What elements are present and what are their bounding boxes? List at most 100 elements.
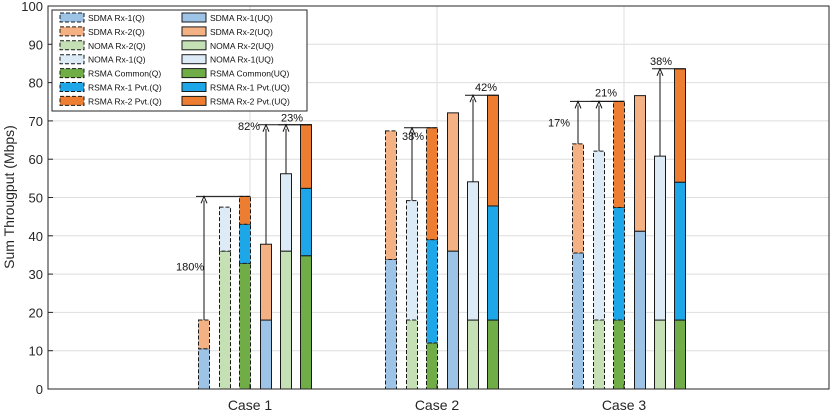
bar-segment-1-4-sdma_rx2 — [260, 243, 272, 321]
bar-segment-3-3-rsma_rx2 — [613, 100, 625, 208]
legend-swatch-6 — [59, 82, 85, 92]
annotation-1: 180% — [176, 195, 251, 321]
bar-segment-1-6-rsma_common — [300, 255, 312, 390]
bar-3-4 — [634, 95, 646, 390]
annotation-4: 38% — [402, 126, 438, 201]
y-tick-label-0: 0 — [36, 382, 43, 397]
bar-segment-3-1-sdma_rx1 — [572, 252, 584, 390]
bars — [198, 68, 686, 390]
bar-3-2 — [593, 150, 605, 390]
bar-segment-2-1-sdma_rx2 — [385, 130, 397, 261]
annotation-3: 23% — [278, 113, 312, 174]
legend-swatch-14 — [181, 95, 207, 106]
annotation-8: 38% — [650, 56, 686, 157]
bar-segment-1-6-rsma_rx2 — [300, 124, 312, 189]
annotation-arrowhead-4 — [408, 126, 416, 135]
bar-2-1 — [385, 130, 397, 390]
legend-swatch-5 — [59, 68, 85, 79]
y-tick-label-80: 80 — [29, 76, 43, 91]
legend-swatch-9 — [181, 26, 207, 37]
legend-label-5: RSMA Common(Q) — [88, 69, 161, 79]
bar-segment-1-3-rsma_common — [239, 262, 251, 390]
y-tick-label-10: 10 — [29, 344, 43, 359]
bar-segment-2-4-sdma_rx1 — [447, 250, 459, 390]
legend-label-7: RSMA Rx-2 Pvt.(Q) — [88, 96, 162, 106]
bar-segment-1-2-noma_rx1 — [219, 206, 231, 252]
bar-1-3 — [239, 195, 251, 390]
bar-segment-2-5-noma_rx1 — [467, 181, 479, 321]
bar-segment-3-6-rsma_rx1 — [674, 181, 686, 321]
legend-box — [51, 9, 308, 112]
bar-segment-2-6-rsma_common — [487, 319, 499, 390]
annotation-arrowhead-1 — [200, 195, 208, 204]
legend-label-11: NOMA Rx-1(UQ) — [210, 55, 274, 65]
annotation-label-5: 42% — [475, 82, 497, 94]
legend-swatch-12 — [181, 68, 207, 79]
y-tick-label-60: 60 — [29, 152, 43, 167]
y-tick-label-90: 90 — [29, 37, 43, 52]
annotation-label-2: 82% — [238, 121, 260, 133]
bar-1-5 — [280, 173, 292, 390]
bar-segment-3-6-rsma_rx2 — [674, 68, 686, 183]
annotations: 180% 82% 23% 38% 42% 17% 21% 38% — [176, 56, 686, 321]
legend-label-14: RSMA Rx-2 Pvt.(UQ) — [210, 96, 290, 106]
bar-2-6 — [487, 94, 499, 390]
annotation-5: 42% — [465, 82, 499, 182]
bar-segment-1-4-sdma_rx1 — [260, 319, 272, 390]
bar-segment-3-2-noma_rx1 — [593, 150, 605, 321]
bar-1-4 — [260, 243, 272, 390]
y-tick-label-20: 20 — [29, 305, 43, 320]
bar-segment-3-5-noma_rx1 — [654, 155, 666, 321]
legend-swatch-1 — [59, 12, 85, 23]
annotation-arrowhead-3 — [282, 123, 290, 132]
y-tick-label-30: 30 — [29, 267, 43, 282]
legend-swatch-11 — [181, 54, 207, 65]
bar-segment-2-6-rsma_rx1 — [487, 205, 499, 321]
legend-label-4: NOMA Rx-1(Q) — [88, 55, 146, 65]
legend-swatch-10 — [181, 40, 207, 51]
legend-label-12: RSMA Common(UQ) — [210, 69, 290, 79]
bar-3-6 — [674, 68, 686, 390]
y-tick-label-100: 100 — [21, 0, 43, 14]
annotation-7: 21% — [591, 87, 625, 152]
bar-segment-2-5-noma_rx2 — [467, 319, 479, 390]
bar-segment-3-4-sdma_rx1 — [634, 230, 646, 390]
bar-segment-2-1-sdma_rx1 — [385, 259, 397, 390]
legend-label-13: RSMA Rx-1 Pvt.(UQ) — [210, 83, 290, 93]
annotation-arrowhead-8 — [656, 67, 664, 77]
legend-swatch-8 — [181, 12, 207, 23]
bar-segment-2-2-noma_rx1 — [406, 200, 418, 321]
bar-segment-1-5-noma_rx2 — [280, 250, 292, 390]
bar-segment-2-2-noma_rx2 — [406, 319, 418, 390]
legend-swatch-13 — [181, 82, 207, 92]
bar-segment-3-1-sdma_rx2 — [572, 143, 584, 254]
bar-segment-1-1-sdma_rx2 — [198, 319, 210, 350]
bar-1-1 — [198, 319, 210, 390]
bar-segment-3-4-sdma_rx2 — [634, 95, 646, 232]
legend: SDMA Rx-1(Q) SDMA Rx-2(Q) NOMA Rx-2(Q) NOMA… — [51, 9, 308, 112]
bar-1-6 — [300, 124, 312, 390]
bar-segment-3-3-rsma_rx1 — [613, 206, 625, 321]
y-tick-label-50: 50 — [29, 191, 43, 206]
plot-frame — [47, 5, 830, 390]
bar-segment-1-2-noma_rx2 — [219, 250, 231, 390]
axes: 0 10 20 30 40 50 60 70 80 90 100 Case 1 Case 2 Case 3 — [21, 0, 830, 412]
bar-segment-2-3-rsma_rx2 — [426, 127, 438, 241]
legend-label-3: NOMA Rx-2(Q) — [88, 41, 146, 51]
annotation-label-8: 38% — [650, 56, 672, 68]
bar-segment-1-6-rsma_rx1 — [300, 187, 312, 257]
x-tick-label-3: Case 3 — [602, 397, 647, 412]
legend-label-10: NOMA Rx-2(UQ) — [210, 41, 274, 51]
annotation-label-4: 38% — [402, 131, 424, 143]
legend-swatch-7 — [59, 95, 85, 106]
legend-swatch-4 — [59, 54, 85, 65]
annotation-label-3: 23% — [281, 113, 303, 125]
bar-segment-3-3-rsma_common — [613, 319, 625, 390]
bar-segment-1-5-noma_rx1 — [280, 173, 292, 252]
bar-2-4 — [447, 112, 459, 390]
bar-2-5 — [467, 181, 479, 390]
bar-2-2 — [406, 200, 418, 390]
annotation-label-7: 21% — [595, 87, 617, 99]
annotation-arrowhead-2 — [262, 123, 270, 132]
